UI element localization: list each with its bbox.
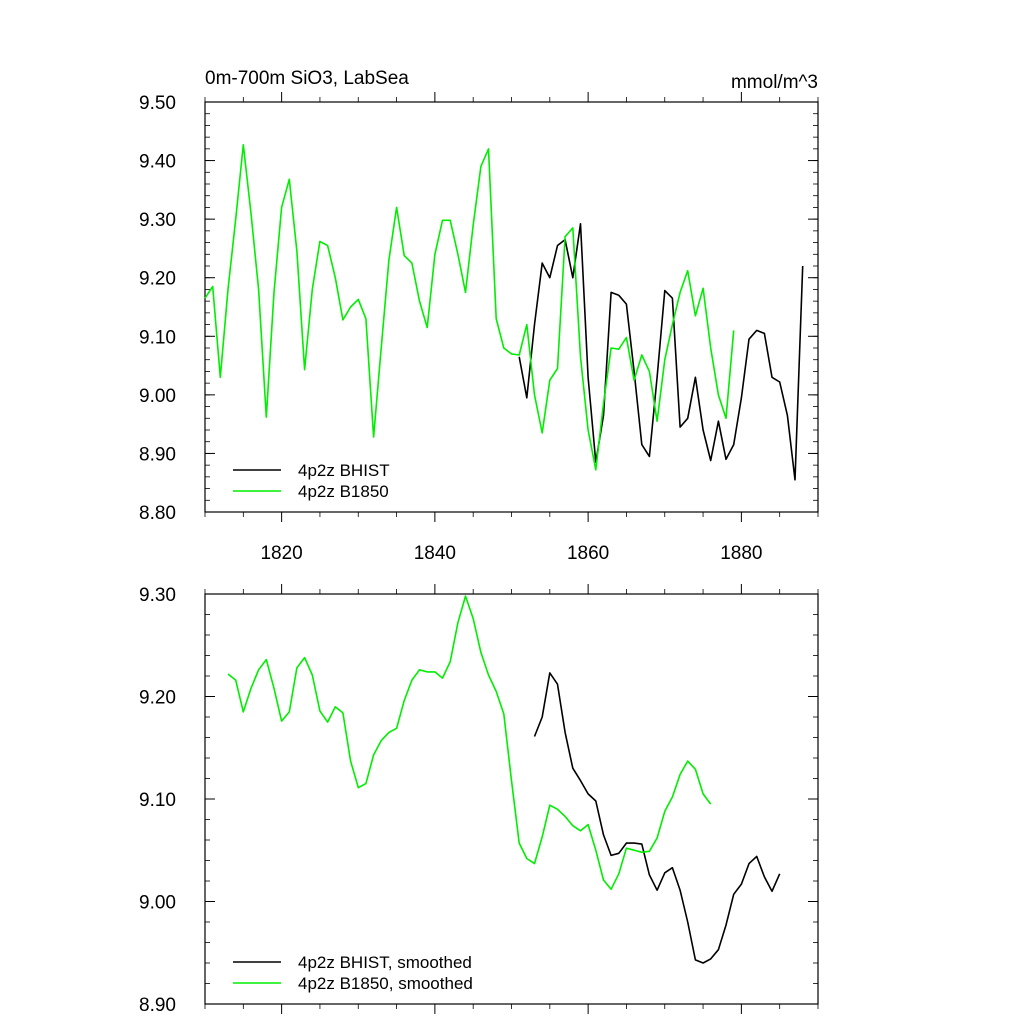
y-tick-label: 8.90	[139, 444, 176, 465]
legend-label: 4p2z B1850	[298, 482, 389, 501]
series-line-4p2z-b1850-smoothed	[227, 595, 712, 891]
y-tick-label: 9.50	[139, 93, 176, 114]
legend-label: 4p2z B1850, smoothed	[298, 974, 473, 993]
y-tick-label: 8.80	[139, 503, 176, 524]
x-tick-label: 1860	[567, 543, 609, 564]
y-tick-label: 9.20	[139, 269, 176, 290]
series-line-4p2z-b1850	[204, 144, 735, 471]
plot-frame	[204, 593, 819, 1005]
y-tick-label: 9.00	[139, 893, 176, 914]
top-panel: 8.80 8.90 9.00 9.10 9.20 9.30 9.40 9.50 1820 1840…	[139, 68, 819, 564]
units-label: mmol/m^3	[731, 72, 818, 93]
x-tick-label: 1840	[414, 543, 456, 564]
plot-frame	[204, 101, 819, 513]
y-tick-label: 8.90	[139, 995, 176, 1016]
bottom-panel: 8.90 9.00 9.10 9.20 9.30 4p2z BHIST, smoothed…	[139, 584, 819, 1016]
legend-label: 4p2z BHIST	[298, 461, 390, 480]
y-tick-label: 9.30	[139, 585, 176, 606]
y-tick-label: 9.10	[139, 790, 176, 811]
series-line-4p2z-bhist	[518, 223, 804, 481]
x-tick-label: 1880	[720, 543, 762, 564]
y-tick-label: 9.40	[139, 152, 176, 173]
legend-label: 4p2z BHIST, smoothed	[298, 953, 472, 972]
series-line-4p2z-bhist-smoothed	[533, 672, 781, 964]
y-tick-label: 9.30	[139, 210, 176, 231]
chart-title: 0m-700m SiO3, LabSea	[205, 68, 409, 89]
y-tick-label: 9.10	[139, 327, 176, 348]
y-tick-label: 9.00	[139, 386, 176, 407]
x-tick-label: 1820	[260, 543, 302, 564]
y-tick-label: 9.20	[139, 688, 176, 709]
